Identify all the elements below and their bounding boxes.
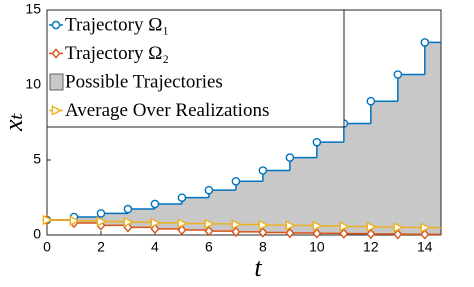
marker — [339, 228, 349, 239]
marker — [312, 137, 322, 147]
marker — [177, 218, 189, 229]
x-tick-label: 2 — [97, 239, 105, 255]
marker — [123, 204, 133, 214]
marker — [42, 214, 54, 226]
marker — [150, 217, 162, 229]
marker — [51, 20, 61, 30]
x-tick-label: 10 — [309, 239, 325, 255]
marker — [312, 228, 322, 239]
legend-label: Trajectory Ω₂ — [65, 43, 169, 64]
x-tick-label: 4 — [151, 239, 159, 255]
marker — [366, 228, 376, 240]
marker — [420, 222, 431, 233]
possible-trajectories-area — [47, 42, 441, 235]
marker — [393, 222, 404, 233]
x-tick-label: 14 — [417, 239, 433, 255]
marker — [231, 176, 241, 186]
marker — [339, 221, 351, 232]
y-tick-label: 0 — [33, 226, 41, 242]
marker — [51, 105, 63, 116]
legend-label: Possible Trajectories — [65, 71, 223, 92]
y-tick-label: 15 — [25, 1, 41, 17]
marker — [366, 96, 376, 106]
legend: Trajectory Ω₁ Trajectory Ω₂ Possible Traje… — [46, 9, 345, 128]
marker — [231, 226, 241, 238]
marker — [285, 153, 295, 162]
y-tick-label: 5 — [33, 151, 41, 167]
marker — [312, 220, 324, 232]
marker — [150, 199, 160, 209]
marker — [420, 229, 430, 240]
marker — [96, 216, 108, 227]
marker — [285, 227, 295, 239]
x-tick-label: 0 — [43, 239, 51, 255]
marker — [285, 220, 297, 231]
marker — [123, 216, 135, 228]
marker — [96, 209, 106, 218]
marker — [177, 224, 187, 236]
marker — [204, 225, 214, 237]
marker — [258, 219, 270, 231]
x-axis-label: t — [254, 253, 262, 282]
marker — [177, 193, 187, 202]
x-tick-label: 12 — [363, 239, 379, 255]
marker — [393, 70, 403, 79]
legend-label: Average Over Realizations — [65, 100, 269, 121]
legend-box — [46, 9, 345, 128]
marker — [420, 38, 430, 47]
marker — [69, 215, 81, 226]
x-tick-label: 6 — [205, 239, 213, 255]
marker — [204, 218, 216, 230]
marker — [258, 227, 268, 238]
marker — [366, 221, 378, 233]
marker — [258, 166, 268, 175]
legend-swatch — [49, 73, 64, 91]
marker — [204, 185, 214, 195]
y-tick-label: 10 — [25, 76, 41, 92]
marker — [231, 219, 243, 230]
legend-label: Trajectory Ω₁ — [65, 14, 169, 35]
marker — [393, 228, 403, 240]
x-tick-label: 8 — [259, 239, 267, 255]
y-axis-label: xₜ — [0, 112, 28, 132]
marker — [51, 48, 61, 59]
